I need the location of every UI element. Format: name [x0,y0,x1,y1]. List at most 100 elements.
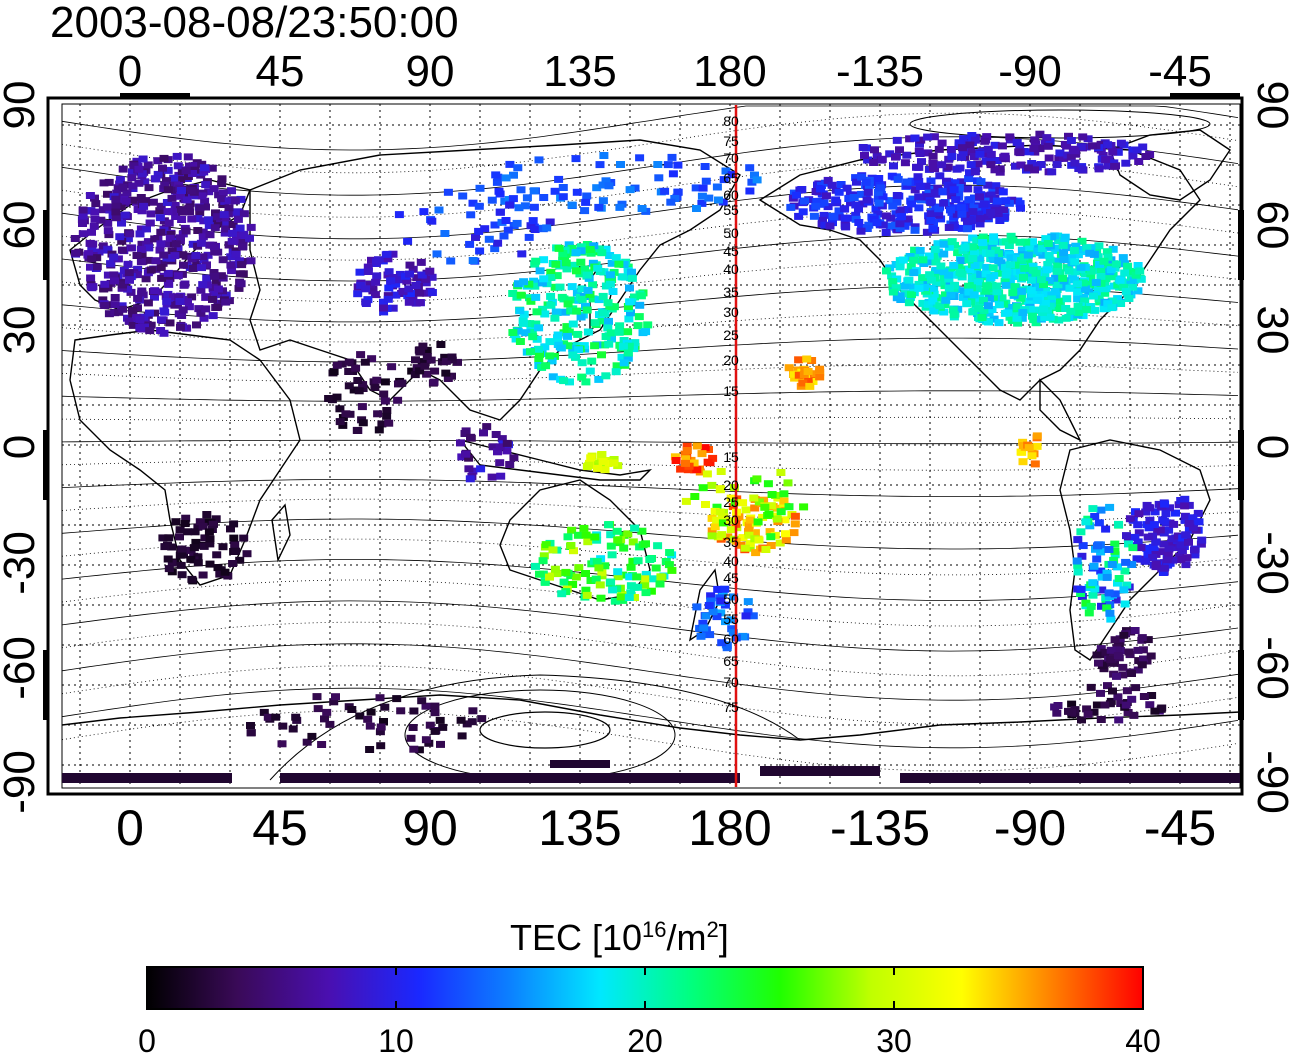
tec-point [944,243,954,251]
tec-point [936,215,946,223]
tec-point [1105,593,1114,600]
tec-point [712,516,722,524]
tec-point [783,479,793,487]
tec-point [1096,273,1106,280]
tec-point [526,348,535,356]
tec-point [947,153,957,160]
tec-point [92,263,102,271]
tec-point [926,210,936,218]
tec-point [1090,306,1100,314]
tec-point [716,597,726,605]
tec-point [224,197,234,205]
tec-point [160,181,170,189]
tec-point [546,301,556,309]
tec-point [195,209,205,217]
tec-point [158,259,168,267]
tec-point [173,162,183,170]
tec-point [363,715,373,723]
tec-point [396,707,406,715]
tec-point [1041,235,1051,243]
tec-point [167,194,177,202]
tec-point [202,511,212,518]
tec-point [176,561,186,569]
tec-point [930,245,940,253]
tec-point [618,343,628,351]
tec-point [1131,684,1141,692]
tec-point [1017,287,1027,295]
tec-point [921,193,931,201]
tec-point [900,290,910,298]
tec-point [846,199,856,207]
tec-point [944,275,954,283]
tec-point [1066,307,1076,315]
tec-point [171,240,181,248]
tec-point [271,713,281,721]
tec-point [781,530,790,538]
tec-point [1167,539,1176,547]
tec-point [1094,659,1103,667]
tec-point [1070,268,1080,276]
tec-point [198,233,208,241]
tec-point [1161,510,1171,518]
tec-point [231,250,241,258]
tec-point [531,320,541,328]
tec-point [1026,286,1036,294]
tec-point [1148,554,1158,561]
tec-point [914,284,924,292]
tec-point [572,289,582,297]
tec-point [395,270,405,278]
tec-point [209,243,219,250]
tec-point [136,194,146,201]
tec-point [1160,500,1170,508]
tec-point [643,321,653,329]
tec-point [535,570,544,578]
tec-point [952,165,962,173]
tec-point [218,543,228,551]
tec-point [143,299,153,307]
tec-point [349,386,359,394]
tec-point [462,720,472,728]
tec-point [128,307,138,314]
tec-point [692,442,702,450]
tec-point [383,255,393,263]
tec-point [170,202,180,209]
tec-point [834,213,844,221]
tec-point [71,249,80,257]
edge-tick [1238,430,1244,500]
tec-point [1088,579,1098,587]
tec-point [363,268,373,275]
tec-point [136,225,146,233]
tec-point [816,185,826,193]
tec-point [78,220,87,227]
tec-point [372,272,382,280]
tec-point [1073,288,1083,296]
tec-point [1134,158,1144,165]
tec-point [1107,273,1117,281]
tec-point [111,208,121,216]
tec-point [1080,285,1090,293]
tec-point [191,252,201,259]
tec-point [609,459,619,467]
tec-point [164,565,174,573]
tec-point [936,262,946,270]
tec-point [926,284,936,292]
tec-point [230,541,240,549]
tec-point [219,211,229,219]
tec-point [210,224,220,232]
tec-point [416,258,426,266]
tec-point [895,146,904,154]
tec-point [70,235,80,242]
tec-point [989,253,999,261]
tec-point [918,299,928,307]
tec-point [799,503,809,511]
tec-point [508,195,518,203]
tec-point [989,237,998,245]
tec-point [541,362,551,370]
tec-point [934,205,944,213]
tec-point [582,241,592,248]
tec-point [1064,132,1073,140]
tec-point [1128,152,1138,160]
tec-point [571,573,581,581]
tec-point [588,259,598,267]
tec-point [1076,143,1086,151]
